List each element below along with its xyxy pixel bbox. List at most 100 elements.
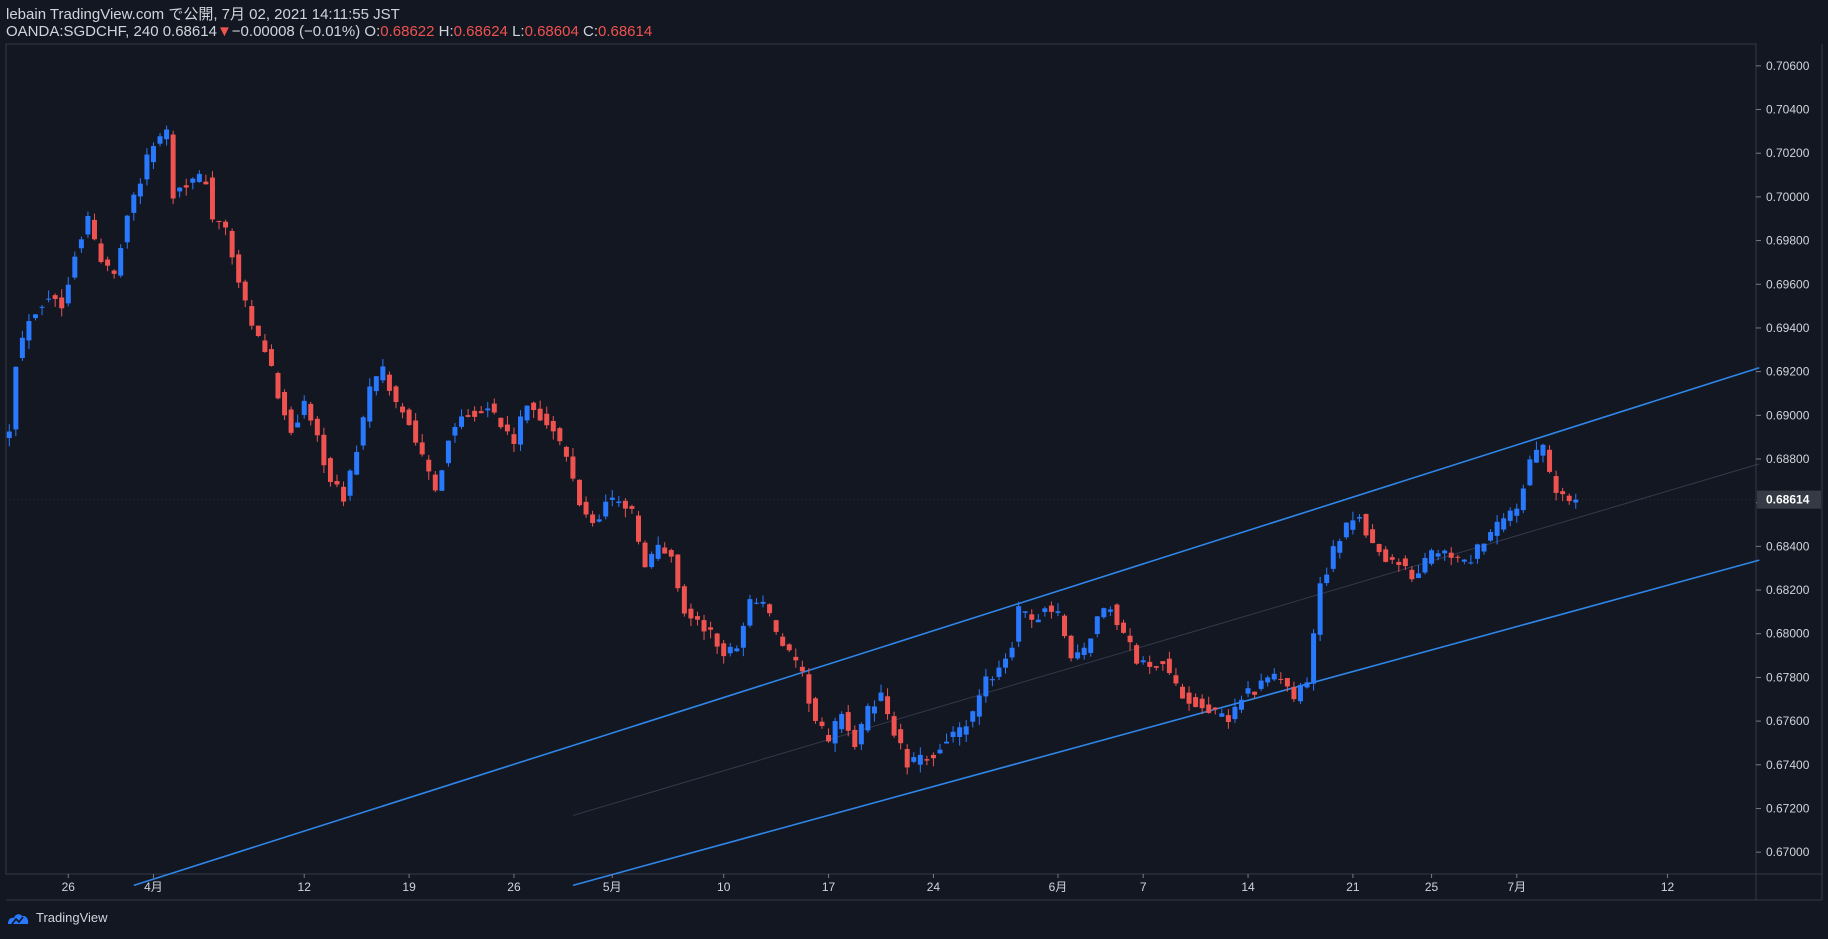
- candle-body: [131, 194, 137, 213]
- candle-body: [85, 215, 91, 235]
- candle-body: [242, 281, 248, 301]
- candle-body: [989, 679, 995, 681]
- down-arrow-icon: ▼: [216, 23, 232, 40]
- candle-body: [537, 408, 543, 421]
- candle-body: [1291, 686, 1297, 700]
- candle-body: [1501, 518, 1507, 530]
- candle-body: [1474, 544, 1480, 559]
- publisher-text: lebain TradingView.com で公開, 7月 02, 2021 …: [6, 6, 400, 23]
- candle-body: [1389, 557, 1395, 560]
- channel-upper-line[interactable]: [133, 366, 1760, 887]
- symbol-label[interactable]: OANDA:SGDCHF, 240 0.68614: [6, 23, 217, 40]
- candle-body: [1075, 652, 1081, 659]
- candle-body: [937, 749, 943, 754]
- candle-body: [393, 386, 399, 403]
- candle-body: [367, 386, 373, 422]
- close-label: C:: [582, 23, 598, 40]
- price-tick-label: 0.67800: [1766, 670, 1810, 684]
- candle-body: [373, 376, 379, 392]
- candle-body: [229, 230, 235, 258]
- candle-body: [976, 695, 982, 717]
- candle-body: [832, 721, 838, 744]
- candle-body: [1094, 616, 1100, 634]
- price-tick-label: 0.69400: [1766, 321, 1810, 335]
- candle-body: [236, 254, 242, 283]
- candle-body: [996, 667, 1002, 677]
- open-value: 0.68622: [380, 23, 435, 40]
- candle-body: [1566, 495, 1572, 502]
- time-tick-label: 6月: [1049, 880, 1068, 894]
- candle-body: [170, 134, 176, 199]
- candle-body: [616, 501, 622, 504]
- candle-body: [1140, 660, 1146, 663]
- candle-body: [799, 666, 805, 672]
- candle-body: [681, 586, 687, 614]
- price-axis[interactable]: 0.70600 0.70400 0.70200 0.70000 0.69800 0.696…: [1756, 59, 1821, 859]
- candle-body: [262, 340, 268, 353]
- candle-body: [216, 220, 222, 222]
- candle-body: [111, 270, 117, 274]
- channel-lower-line[interactable]: [572, 559, 1760, 887]
- candle-body: [445, 440, 451, 464]
- candle-body: [563, 446, 569, 457]
- candle-body: [1435, 553, 1441, 557]
- candle-body: [793, 656, 799, 661]
- candle-body: [727, 646, 733, 654]
- candle-body: [1507, 510, 1513, 521]
- candle-body: [688, 608, 694, 619]
- candle-body: [249, 306, 255, 326]
- candle-body: [33, 314, 38, 319]
- time-tick-label: 19: [402, 880, 416, 894]
- candle-body: [1121, 622, 1126, 633]
- candle-body: [190, 178, 196, 183]
- candle-body: [957, 727, 963, 737]
- time-tick-label: 24: [927, 880, 941, 894]
- candle-body: [806, 674, 812, 704]
- candle-body: [419, 442, 425, 455]
- candle-body: [570, 456, 576, 479]
- footer-brand[interactable]: TradingView: [6, 910, 108, 925]
- candle-body: [970, 711, 976, 722]
- candle-body: [1304, 682, 1310, 688]
- candle-body: [360, 417, 366, 446]
- price-tick-label: 0.70400: [1766, 103, 1810, 117]
- time-tick-label: 17: [822, 880, 836, 894]
- candle-body: [472, 410, 478, 417]
- candle-body: [1127, 635, 1133, 643]
- candle-body: [1003, 658, 1009, 668]
- candle-body: [1409, 569, 1415, 580]
- candle-body: [1278, 678, 1284, 680]
- candle-body: [1533, 449, 1539, 463]
- candle-body: [1448, 552, 1454, 558]
- candle-body: [852, 729, 858, 747]
- parallel-channel[interactable]: [133, 366, 1760, 887]
- candle-body: [1101, 608, 1107, 618]
- candle-body: [1212, 707, 1218, 710]
- candle-body: [518, 416, 524, 445]
- candle-body: [524, 405, 530, 421]
- candle-body: [1245, 688, 1251, 694]
- candle-body: [1540, 444, 1546, 456]
- candle-body: [609, 497, 615, 500]
- candle-body: [268, 349, 274, 366]
- candle-body: [1547, 449, 1553, 472]
- candle-body: [1088, 638, 1094, 653]
- candle-body: [334, 481, 340, 485]
- time-axis[interactable]: 26 4月 12 19 26 5月 10 17 24 6月 7 14 21 25 7月 12: [62, 874, 1675, 894]
- close-value: 0.68614: [597, 23, 653, 40]
- candle-body: [544, 413, 550, 426]
- time-tick-label: 12: [298, 880, 312, 894]
- price-tick-label: 0.69800: [1766, 234, 1810, 248]
- candle-body: [439, 470, 445, 491]
- candle-body: [1153, 666, 1159, 668]
- candle-body: [898, 729, 904, 744]
- candle-body: [1062, 615, 1068, 637]
- candle-body: [1455, 556, 1461, 558]
- candle-body: [1415, 573, 1421, 579]
- publisher-line: lebain TradingView.com で公開, 7月 02, 2021 …: [6, 6, 400, 23]
- candle-body: [767, 604, 773, 614]
- candle-body: [1258, 680, 1264, 689]
- channel-median-line[interactable]: [572, 463, 1760, 816]
- candle-body: [1573, 499, 1579, 503]
